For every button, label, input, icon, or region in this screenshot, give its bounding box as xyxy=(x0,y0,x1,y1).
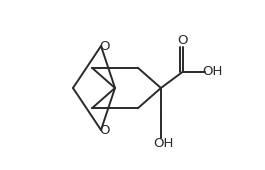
Text: O: O xyxy=(100,123,110,137)
Text: O: O xyxy=(100,39,110,53)
Text: OH: OH xyxy=(154,137,174,150)
Text: OH: OH xyxy=(202,65,222,78)
Text: O: O xyxy=(178,34,188,47)
